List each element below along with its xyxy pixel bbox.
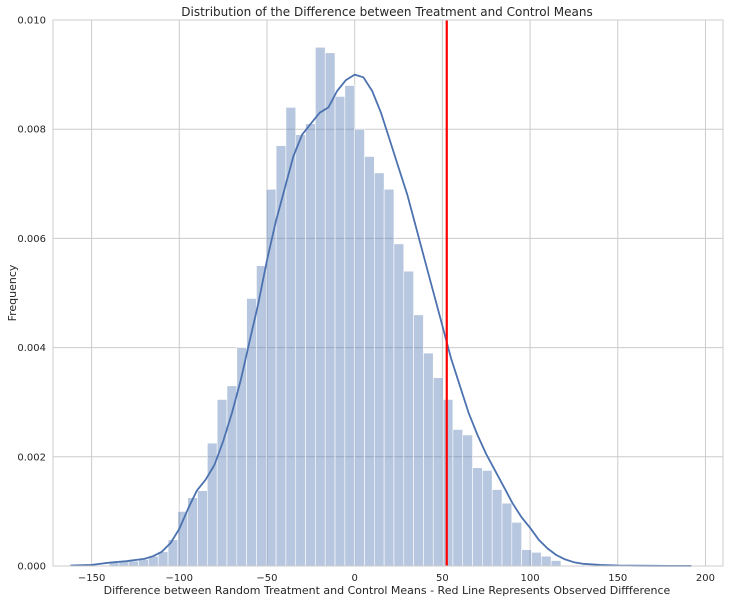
histogram-bar xyxy=(256,265,267,567)
histogram-bar xyxy=(472,467,483,567)
plot-frame xyxy=(52,19,724,567)
histogram-bar xyxy=(403,270,414,567)
kde-curve-group xyxy=(70,73,692,567)
histogram-bar xyxy=(354,128,365,567)
y-tick-label: 0.010 xyxy=(17,16,46,27)
x-tick-label: −50 xyxy=(256,573,277,584)
y-tick-label: 0.008 xyxy=(17,125,46,136)
histogram-bar xyxy=(275,145,287,567)
histogram-bar xyxy=(491,489,503,567)
histogram-bar xyxy=(462,434,473,567)
x-tick-label: −150 xyxy=(78,573,105,584)
y-axis-ticks: 0.000 0.002 0.004 0.006 0.008 0.010 xyxy=(17,16,46,573)
histogram-bar xyxy=(482,470,493,567)
histogram-bar xyxy=(374,172,385,567)
histogram-bar xyxy=(246,298,257,567)
histogram-bar xyxy=(501,502,513,567)
histogram-bar xyxy=(432,377,444,567)
histogram-bar xyxy=(442,399,454,567)
histogram-bar xyxy=(393,243,405,567)
x-tick-label: 150 xyxy=(608,573,627,584)
y-tick-label: 0.000 xyxy=(17,562,46,573)
histogram-bar xyxy=(540,555,552,567)
histogram-bar xyxy=(521,549,532,567)
x-tick-label: 50 xyxy=(436,573,449,584)
histogram-bar xyxy=(138,559,149,567)
histogram-bar xyxy=(315,46,326,567)
histogram-bars xyxy=(108,46,562,567)
chart-title: Distribution of the Difference between T… xyxy=(181,5,593,19)
y-axis-label: Frequency xyxy=(6,264,19,321)
histogram-bar xyxy=(344,85,355,567)
x-tick-label: 100 xyxy=(521,573,540,584)
x-axis-label: Difference between Random Treatment and … xyxy=(104,584,671,597)
histogram-bar xyxy=(383,188,395,567)
histogram-bar xyxy=(550,560,562,567)
histogram-bar xyxy=(324,52,336,567)
y-tick-label: 0.002 xyxy=(17,452,46,463)
histogram-bar xyxy=(128,560,139,567)
histogram-bar xyxy=(423,352,434,567)
x-tick-label: 0 xyxy=(351,573,357,584)
histogram-bar xyxy=(531,552,542,567)
x-axis-ticks: −150 −100 −50 0 50 100 150 200 xyxy=(78,573,715,584)
histogram-bar xyxy=(216,399,228,567)
x-tick-label: 200 xyxy=(696,573,715,584)
histogram-bar xyxy=(413,314,424,567)
x-tick-label: −100 xyxy=(166,573,193,584)
histogram-bar xyxy=(452,429,464,567)
histogram-bar xyxy=(236,347,247,567)
histogram-bar xyxy=(295,134,306,567)
histogram-bar xyxy=(364,156,375,567)
histogram-bar xyxy=(157,551,169,567)
y-tick-label: 0.004 xyxy=(17,343,46,354)
histogram-bar xyxy=(305,123,316,567)
histogram-bar xyxy=(334,96,346,567)
y-tick-label: 0.006 xyxy=(17,234,46,245)
histogram-bar xyxy=(511,522,522,567)
kde-curve xyxy=(70,73,692,567)
histogram-bar xyxy=(197,490,208,567)
